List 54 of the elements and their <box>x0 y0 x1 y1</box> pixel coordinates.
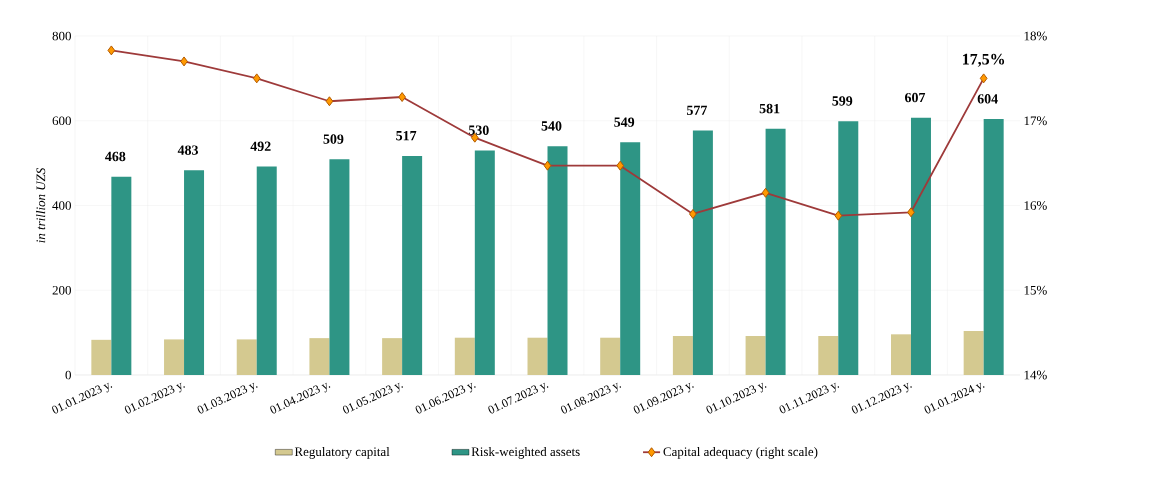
data-label: 468 <box>105 151 126 162</box>
bar <box>164 339 185 375</box>
data-label: 604 <box>977 94 998 104</box>
bar <box>890 334 911 375</box>
bar <box>111 176 132 375</box>
data-label: 509 <box>323 134 344 144</box>
bar <box>818 336 839 375</box>
y-tick-label: 200 <box>52 285 71 295</box>
bar <box>309 338 330 375</box>
bar <box>983 119 1004 375</box>
data-label: 549 <box>614 117 635 127</box>
data-label: 577 <box>686 105 708 115</box>
data-label: 599 <box>832 96 853 106</box>
y2-tick-label: 16% <box>1024 201 1047 210</box>
y-axis-title: in trillion UZS <box>36 167 46 243</box>
bar <box>765 128 786 375</box>
data-label: 581 <box>759 103 780 114</box>
data-label: 17,5% <box>963 53 1005 67</box>
legend-label: Risk-weighted assets <box>471 446 580 459</box>
data-label: 607 <box>905 92 926 103</box>
legend-label: Capital adequacy (right scale) <box>663 446 818 459</box>
y-tick-label: 800 <box>52 31 71 41</box>
bar <box>745 336 766 375</box>
bar <box>91 339 112 375</box>
data-label: 492 <box>250 141 271 151</box>
y2-tick-label: 18% <box>1024 31 1047 41</box>
data-label: 483 <box>177 145 199 155</box>
bar <box>382 338 403 375</box>
y-tick-label: 600 <box>52 116 71 126</box>
bar <box>329 159 350 375</box>
bar <box>963 330 984 375</box>
bar <box>402 155 423 375</box>
bar <box>838 121 859 375</box>
bar <box>910 117 931 375</box>
y2-tick-label: 15% <box>1024 285 1047 295</box>
bar <box>184 170 205 375</box>
data-label: 517 <box>396 131 417 141</box>
y-tick-label: 400 <box>52 201 71 210</box>
bar <box>672 336 693 375</box>
data-label: 530 <box>468 125 489 135</box>
bar <box>547 146 568 375</box>
bar <box>620 142 641 375</box>
bar <box>692 130 713 375</box>
data-label: 540 <box>541 121 562 131</box>
legend-label: Regulatory capital <box>294 446 390 459</box>
y-tick-label: 0 <box>65 370 71 380</box>
bar <box>474 150 495 375</box>
bar <box>527 337 548 375</box>
bar <box>454 337 475 375</box>
y2-tick-label: 14% <box>1024 370 1047 380</box>
y2-tick-label: 17% <box>1024 116 1047 126</box>
bar <box>600 337 621 375</box>
bar <box>236 339 257 375</box>
bar <box>256 166 277 375</box>
